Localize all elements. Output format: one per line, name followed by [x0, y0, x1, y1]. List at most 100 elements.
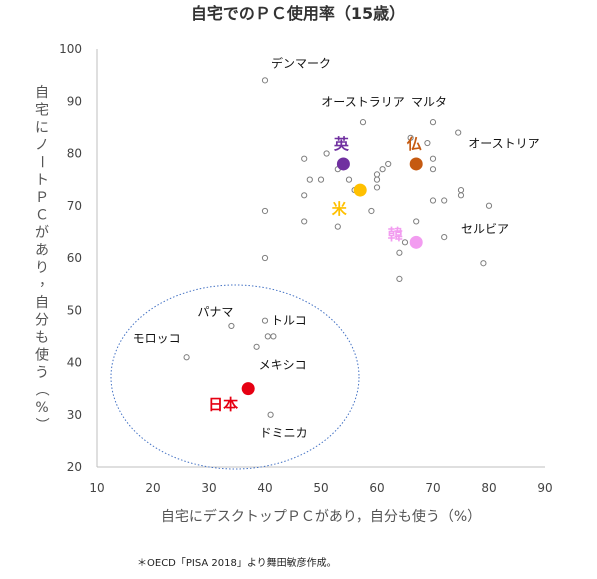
- y-axis-label-char: ト: [35, 172, 49, 188]
- data-point: [301, 218, 308, 225]
- x-tick-labels: 10 20 30 40 50 60 70 80 90: [89, 481, 552, 495]
- y-tick-label: 50: [67, 303, 82, 317]
- japan-group-ellipse: [110, 284, 360, 470]
- data-point: [385, 160, 392, 168]
- highlight-point: [241, 382, 255, 396]
- data-points: [183, 77, 493, 418]
- data-point: [261, 207, 269, 215]
- data-point: [429, 166, 437, 173]
- highlight-label: 韓: [388, 225, 403, 243]
- data-point: [228, 322, 235, 330]
- data-point: [261, 317, 269, 324]
- data-point: [379, 166, 386, 173]
- x-tick-label: 10: [89, 481, 104, 495]
- country-label: メキシコ: [259, 358, 307, 372]
- y-axis-label-char: 使: [35, 346, 49, 363]
- x-tick-label: 80: [481, 481, 496, 495]
- y-axis-label-char: 自: [35, 85, 49, 101]
- data-point: [373, 171, 381, 178]
- country-label: デンマーク: [271, 55, 331, 70]
- country-label: マルタ: [411, 95, 447, 109]
- data-point: [359, 119, 367, 126]
- y-axis-label-char: Ｐ: [35, 190, 49, 206]
- data-point: [345, 176, 353, 183]
- x-tick-label: 90: [537, 481, 552, 495]
- country-label: ドミニカ: [260, 426, 308, 440]
- data-point: [267, 411, 274, 418]
- y-tick-label: 30: [67, 408, 82, 422]
- data-point: [373, 184, 381, 191]
- y-axis-label-char: あ: [35, 242, 49, 258]
- data-point: [334, 223, 341, 230]
- footnote: ＊OECD「PISA 2018」より舞田敏彦作成。: [137, 556, 337, 569]
- data-point: [264, 333, 271, 340]
- data-point: [413, 218, 420, 225]
- y-tick-label: 60: [67, 251, 82, 265]
- y-axis-label-char: り: [35, 260, 49, 276]
- y-axis-label-char: Ｃ: [35, 207, 49, 223]
- data-point: [429, 119, 437, 126]
- highlight-label: 米: [332, 200, 348, 218]
- country-label: セルビア: [461, 222, 509, 236]
- country-label: モロッコ: [133, 331, 181, 345]
- highlight-point: [409, 157, 423, 171]
- data-point: [396, 249, 403, 256]
- country-label: トルコ: [271, 314, 307, 328]
- chart-title: 自宅でのＰＣ使用率（15歳）: [191, 4, 405, 23]
- data-point: [441, 234, 448, 241]
- country-label: パナマ: [197, 305, 233, 319]
- x-tick-label: 40: [257, 481, 272, 495]
- data-point: [368, 207, 375, 215]
- y-axis-label-char: ノ: [35, 137, 49, 153]
- data-point: [301, 192, 308, 199]
- data-point: [396, 275, 403, 282]
- y-axis-label-char: ，: [39, 273, 53, 289]
- y-axis-label-char: 宅: [35, 102, 49, 118]
- highlight-label: 日本: [208, 396, 238, 414]
- data-point: [301, 155, 308, 162]
- x-tick-label: 60: [369, 481, 384, 495]
- data-point: [407, 134, 414, 141]
- data-point: [429, 155, 437, 162]
- data-point: [457, 186, 465, 194]
- data-point: [401, 239, 409, 246]
- highlight-point: [353, 183, 367, 197]
- data-point: [455, 129, 462, 136]
- data-point: [485, 202, 493, 209]
- data-point: [323, 150, 330, 157]
- data-point: [261, 77, 269, 84]
- y-axis-label-char: 分: [35, 312, 49, 328]
- y-tick-label: 90: [67, 94, 82, 108]
- axes: [96, 49, 545, 468]
- data-point: [261, 254, 269, 262]
- y-axis-label-char: （: [33, 382, 49, 396]
- data-point: [373, 176, 381, 183]
- y-tick-labels: 20 30 40 50 60 70 80 90 100: [59, 42, 82, 474]
- highlight-point: [409, 235, 423, 249]
- x-tick-label: 30: [201, 481, 216, 495]
- data-point: [429, 197, 437, 204]
- x-tick-label: 70: [425, 481, 440, 495]
- y-axis-label-char: う: [35, 365, 49, 381]
- data-point: [424, 139, 431, 147]
- y-tick-label: 20: [67, 460, 82, 474]
- y-axis-label-char: 自: [35, 295, 49, 311]
- y-tick-label: 80: [67, 147, 82, 161]
- y-axis-label-char: が: [35, 225, 49, 241]
- country-label: オーストリア: [468, 137, 539, 151]
- data-point: [253, 343, 260, 350]
- data-point: [183, 354, 190, 361]
- highlight-label: 仏: [407, 135, 422, 153]
- data-point: [270, 333, 277, 340]
- x-tick-label: 50: [313, 481, 328, 495]
- highlight-label: 英: [334, 135, 350, 153]
- data-point: [480, 260, 487, 267]
- country-label: オーストラリア: [321, 95, 404, 109]
- y-tick-label: 100: [59, 42, 82, 56]
- y-axis-label-char: %: [35, 400, 48, 416]
- y-axis-label-char: ）: [33, 417, 49, 431]
- data-point: [457, 192, 465, 199]
